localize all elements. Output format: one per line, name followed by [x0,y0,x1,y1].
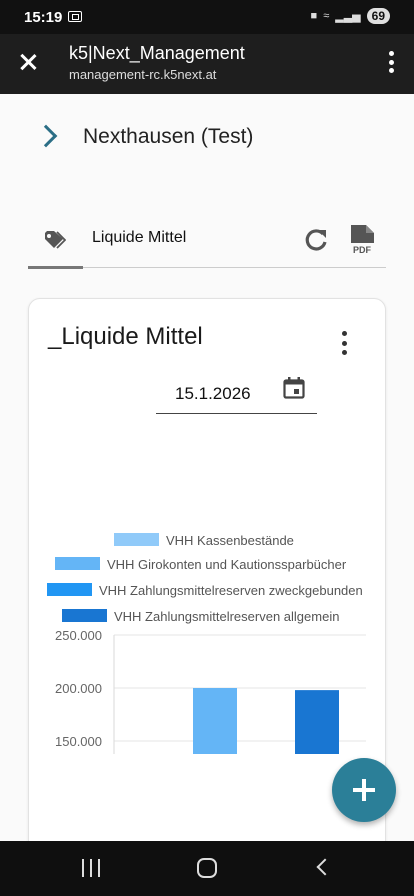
recents-icon[interactable] [82,859,100,877]
app-bar: k5|Next_Management management-rc.k5next.… [0,34,414,94]
y-tick-label: 150.000 [55,734,102,749]
legend-swatch [114,533,159,546]
more-vert-icon[interactable] [388,51,394,73]
app-title: k5|Next_Management [69,43,245,63]
tab-divider [83,267,386,268]
legend-swatch [55,557,100,570]
system-nav-bar [0,841,414,896]
legend-label: VHH Girokonten und Kautionssparbücher [107,557,347,572]
tab-label[interactable]: Liquide Mittel [92,229,187,246]
y-tick-label: 250.000 [55,628,102,643]
tab-indicator [28,266,83,269]
card-title: _Liquide Mittel [48,323,203,350]
wifi-icon: ≈ [323,10,330,22]
app-url: management-rc.k5next.at [69,67,217,82]
status-icons: ■ ≈ ▂▃▅ 69 [311,8,390,24]
back-icon[interactable] [316,858,334,876]
close-icon[interactable] [16,50,40,74]
add-button[interactable] [332,758,396,822]
y-tick-label: 200.000 [55,681,102,696]
main-content: Nexthausen (Test) Liquide Mittel PDF _Li… [0,94,414,841]
status-bar: 15:19 ■ ≈ ▂▃▅ 69 [0,0,414,34]
legend-swatch [62,609,107,622]
svg-text:PDF: PDF [353,245,372,255]
status-time: 15:19 [24,9,63,26]
pdf-icon[interactable]: PDF [349,224,377,256]
legend-label: VHH Zahlungsmittelreserven zweckgebunden [99,583,363,598]
bar [193,688,237,754]
bar [295,690,339,754]
date-field[interactable]: 15.1.2026 [175,384,251,403]
date-underline [156,413,317,414]
tag-icon [45,231,66,249]
battery-icon: 69 [366,8,390,24]
legend-label: VHH Zahlungsmittelreserven allgemein [114,609,339,624]
chevron-right-icon[interactable] [34,124,58,148]
calendar-icon[interactable] [283,377,305,399]
legend-swatch [47,583,92,596]
legend-label: VHH Kassenbestände [166,533,294,548]
vpn-icon: ■ [310,10,318,22]
screen-cast-icon [68,11,82,22]
refresh-icon[interactable] [303,227,329,253]
card-more-vert-icon[interactable] [341,331,347,355]
home-icon[interactable] [197,858,217,878]
signal-icon: ▂▃▅ [335,10,361,23]
breadcrumb-title[interactable]: Nexthausen (Test) [83,125,254,148]
chart: VHH Kassenbestände VHH Girokonten und Kau… [47,533,366,754]
